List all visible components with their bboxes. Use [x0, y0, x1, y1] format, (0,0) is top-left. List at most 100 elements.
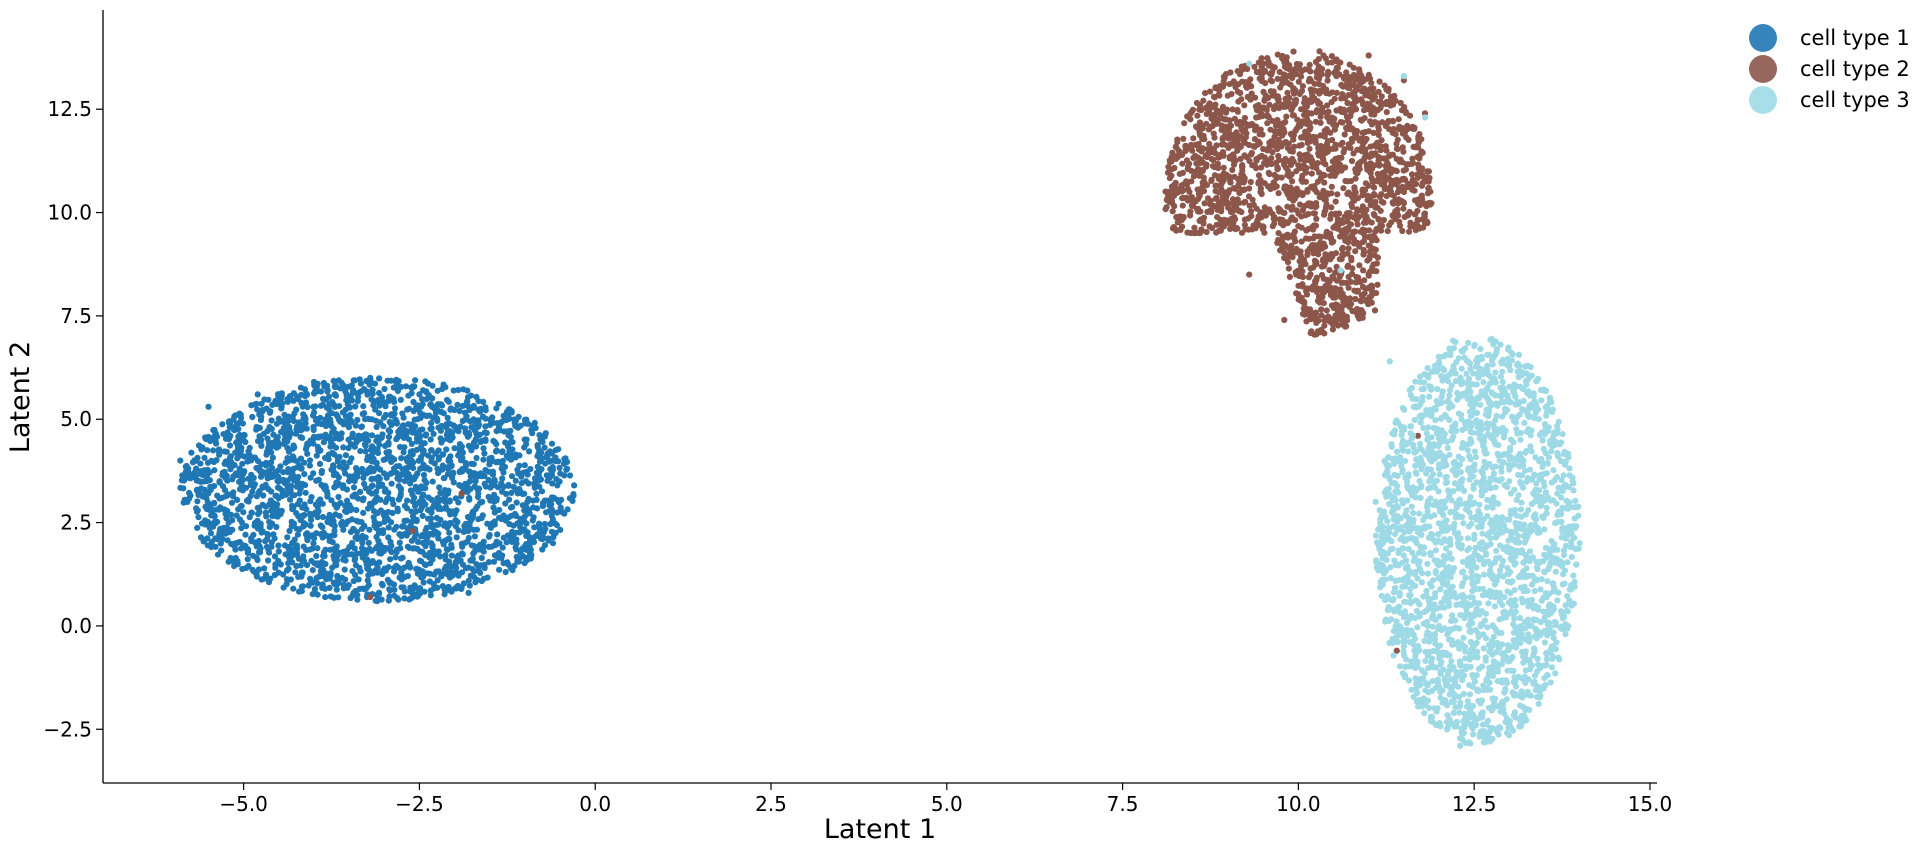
scatter-point: [227, 554, 234, 562]
scatter-point: [284, 444, 291, 451]
scatter-point: [431, 528, 438, 535]
scatter-point: [239, 460, 246, 467]
scatter-point: [451, 445, 458, 452]
scatter-point: [1225, 190, 1232, 197]
scatter-point: [1371, 178, 1378, 185]
scatter-point: [301, 471, 308, 478]
scatter-point: [322, 560, 329, 568]
scatter-point: [1199, 159, 1206, 166]
scatter-point: [1305, 210, 1312, 218]
scatter-point: [334, 454, 341, 461]
scatter-point: [1333, 73, 1340, 80]
scatter-point: [512, 422, 519, 430]
scatter-point: [264, 575, 271, 582]
scatter-point: [1418, 194, 1425, 201]
scatter-point: [349, 397, 356, 404]
scatter-point: [331, 527, 338, 534]
scatter-point: [1370, 85, 1377, 92]
scatter-point: [318, 481, 325, 488]
scatter-point: [1350, 150, 1357, 157]
scatter-point: [544, 454, 551, 461]
scatter-point: [388, 480, 395, 487]
scatter-point: [1275, 238, 1282, 245]
scatter-point: [1207, 207, 1214, 214]
scatter-point: [1189, 202, 1197, 209]
scatter-point: [291, 410, 298, 417]
scatter-point: [396, 443, 404, 451]
scatter-point: [1255, 104, 1262, 111]
scatter-point: [1373, 237, 1380, 244]
scatter-point: [1195, 190, 1202, 197]
scatter-point: [1324, 59, 1331, 66]
scatter-point: [1203, 120, 1210, 127]
scatter-point: [303, 443, 310, 450]
scatter-point: [1162, 188, 1169, 195]
scatter-point: [322, 546, 329, 553]
scatter-point: [312, 403, 319, 410]
scatter-point: [1185, 163, 1192, 170]
scatter-point: [390, 500, 397, 508]
scatter-point: [1329, 145, 1336, 152]
scatter-point: [289, 505, 297, 512]
scatter-point: [212, 431, 219, 438]
scatter-point: [1320, 109, 1327, 116]
scatter-point: [446, 574, 454, 581]
scatter-point: [1241, 221, 1248, 228]
scatter-point: [379, 582, 386, 589]
scatter-point: [1359, 192, 1366, 199]
scatter-point: [310, 423, 317, 431]
scatter-point: [1342, 177, 1349, 185]
scatter-point: [1348, 191, 1355, 198]
scatter-point: [1333, 313, 1340, 320]
scatter-point: [436, 484, 443, 491]
scatter-point: [1303, 285, 1310, 292]
scatter-point: [265, 461, 272, 468]
scatter-point: [275, 569, 282, 576]
scatter-point: [521, 507, 528, 514]
scatter-point: [445, 456, 452, 463]
scatter-point: [1510, 667, 1517, 675]
scatter-point: [194, 498, 201, 505]
scatter-point: [1355, 213, 1362, 221]
scatter-point: [416, 391, 423, 398]
scatter-point: [1267, 208, 1274, 216]
scatter-point: [407, 448, 414, 455]
scatter-point: [177, 457, 184, 464]
scatter-point: [1321, 322, 1328, 329]
scatter-point: [1173, 144, 1180, 151]
scatter-point: [1345, 284, 1352, 291]
scatter-point: [1220, 73, 1227, 80]
scatter-point: [418, 572, 425, 580]
scatter-point: [1274, 75, 1281, 82]
scatter-point: [214, 492, 221, 499]
scatter-point: [290, 417, 297, 425]
scatter-point: [401, 478, 408, 485]
scatter-point: [1317, 142, 1324, 150]
scatter-point: [492, 448, 500, 455]
scatter-point: [1326, 278, 1333, 285]
scatter-point: [1543, 504, 1550, 511]
scatter-point: [266, 424, 273, 431]
scatter-point: [1309, 286, 1316, 293]
scatter-point: [1251, 63, 1258, 70]
scatter-point: [471, 574, 478, 581]
scatter-point: [283, 491, 290, 498]
scatter-point: [530, 504, 537, 511]
scatter-point: [519, 527, 526, 534]
scatter-point: [335, 577, 342, 585]
scatter-point: [1367, 199, 1375, 206]
scatter-point: [481, 429, 488, 436]
scatter-point: [385, 433, 393, 441]
scatter-point: [1404, 122, 1411, 129]
scatter-point: [499, 462, 506, 469]
scatter-point: [410, 465, 417, 472]
scatter-point: [427, 587, 434, 594]
scatter-point: [422, 485, 429, 492]
scatter-point: [391, 405, 399, 412]
scatter-point: [362, 448, 369, 455]
scatter-point: [397, 396, 404, 403]
scatter-point: [1427, 201, 1434, 208]
scatter-point: [388, 548, 395, 556]
scatter-point: [1264, 55, 1271, 62]
scatter-point: [1286, 273, 1293, 280]
